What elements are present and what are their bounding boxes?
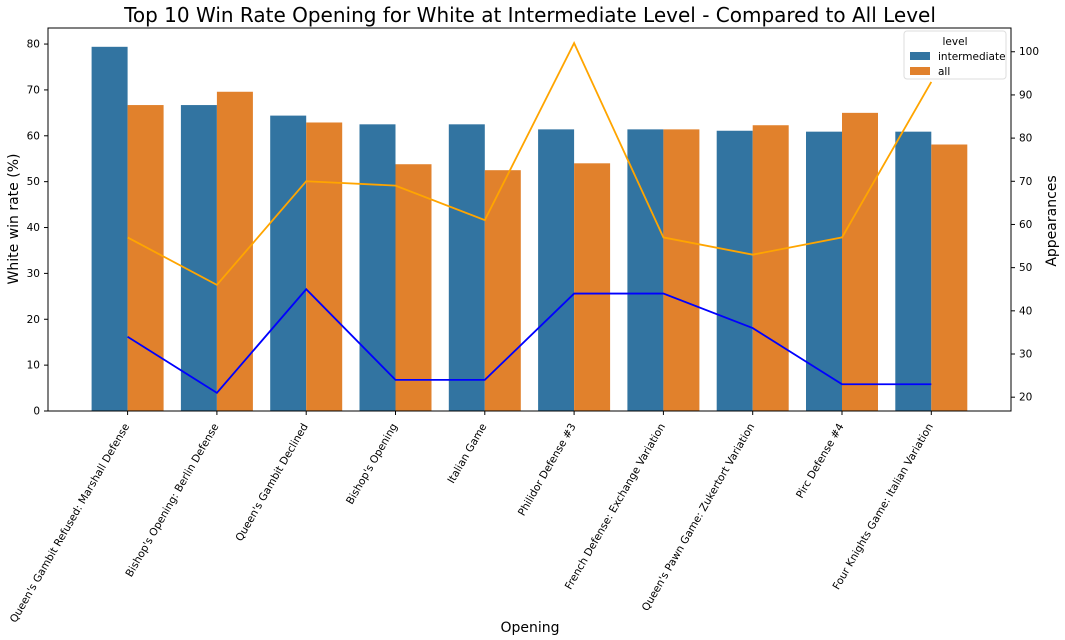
y-tick-label: 60 bbox=[27, 130, 40, 142]
y-tick-label: 70 bbox=[27, 84, 40, 96]
bar-all-3 bbox=[395, 164, 432, 411]
y-tick-label: 30 bbox=[27, 268, 40, 280]
x-tick-label: Bishop's Opening: Berlin Defense bbox=[123, 422, 221, 580]
bar-intermediate-3 bbox=[359, 124, 396, 411]
x-tick-label: Philidor Defense #3 bbox=[516, 422, 579, 519]
legend-swatch-intermediate bbox=[910, 52, 930, 60]
chart-title: Top 10 Win Rate Opening for White at Int… bbox=[123, 3, 936, 27]
bar-all-1 bbox=[216, 91, 253, 411]
bar-intermediate-4 bbox=[448, 124, 485, 411]
y-tick-label: 40 bbox=[27, 222, 40, 234]
legend-label-all: all bbox=[938, 66, 950, 78]
legend-title: level bbox=[943, 36, 968, 48]
bar-intermediate-7 bbox=[716, 130, 753, 411]
line-series-0 bbox=[127, 41, 933, 287]
y2-axis: 20 30 40 50 60 70 80 90 100 bbox=[1011, 46, 1039, 404]
bar-all-9 bbox=[931, 144, 968, 412]
x-tick-label: Italian Game bbox=[445, 422, 489, 486]
y2-tick-label: 50 bbox=[1019, 262, 1032, 274]
x-tick-label: Queen's Pawn Game: Zukertort Variation bbox=[640, 422, 758, 614]
x-tick-label: Four Knights Game: Italian Variation bbox=[831, 422, 936, 592]
x-axis-label: Opening bbox=[500, 620, 559, 636]
y2-tick-label: 30 bbox=[1019, 349, 1032, 361]
x-axis: Queen's Gambit Refused: Marshall Defense… bbox=[8, 411, 936, 625]
y2-tick-label: 70 bbox=[1019, 176, 1032, 188]
bar-intermediate-5 bbox=[538, 129, 575, 411]
bar-intermediate-0 bbox=[91, 46, 128, 411]
y-tick-label: 0 bbox=[33, 406, 40, 418]
bar-intermediate-6 bbox=[627, 129, 664, 411]
bar-all-7 bbox=[752, 125, 789, 411]
plot-frame bbox=[47, 27, 1012, 412]
legend: level intermediate all bbox=[903, 30, 1007, 80]
y-tick-label: 10 bbox=[27, 360, 40, 372]
bar-intermediate-9 bbox=[895, 131, 932, 411]
bars-layer bbox=[91, 46, 968, 412]
y2-axis-label: Appearances bbox=[1044, 175, 1060, 266]
lines-layer bbox=[127, 41, 933, 395]
legend-label-intermediate: intermediate bbox=[938, 51, 1006, 63]
y2-tick-label: 60 bbox=[1019, 219, 1032, 231]
y2-tick-label: 80 bbox=[1019, 133, 1032, 145]
bar-all-6 bbox=[663, 129, 700, 411]
line-series-1 bbox=[127, 287, 932, 395]
y2-tick-label: 90 bbox=[1019, 89, 1032, 101]
x-tick-label: Queen's Gambit Refused: Marshall Defense bbox=[8, 422, 132, 625]
bar-intermediate-8 bbox=[806, 131, 842, 411]
x-tick-label: French Defense: Exchange Variation bbox=[563, 422, 668, 592]
bar-all-0 bbox=[127, 105, 164, 411]
bar-all-2 bbox=[306, 122, 343, 412]
bar-all-8 bbox=[842, 112, 878, 411]
y-tick-label: 50 bbox=[27, 176, 40, 188]
bar-intermediate-2 bbox=[270, 115, 307, 411]
y-tick-label: 20 bbox=[27, 314, 40, 326]
y2-tick-label: 40 bbox=[1019, 305, 1032, 317]
bar-intermediate-1 bbox=[180, 105, 217, 411]
x-tick-label: Pirc Defense #4 bbox=[794, 421, 847, 500]
y-axis-label: White win rate (%) bbox=[6, 154, 22, 285]
bar-all-5 bbox=[574, 163, 611, 411]
bar-all-4 bbox=[484, 170, 521, 411]
y2-tick-label: 20 bbox=[1019, 392, 1032, 404]
y2-tick-label: 100 bbox=[1019, 46, 1039, 58]
x-tick-label: Queen's Gambit Declined bbox=[233, 422, 310, 544]
x-tick-label: Bishop's Opening bbox=[344, 422, 400, 507]
y-tick-label: 80 bbox=[27, 39, 40, 51]
legend-swatch-all bbox=[910, 67, 930, 75]
y-axis: 0 10 20 30 40 50 60 70 80 bbox=[27, 39, 48, 418]
